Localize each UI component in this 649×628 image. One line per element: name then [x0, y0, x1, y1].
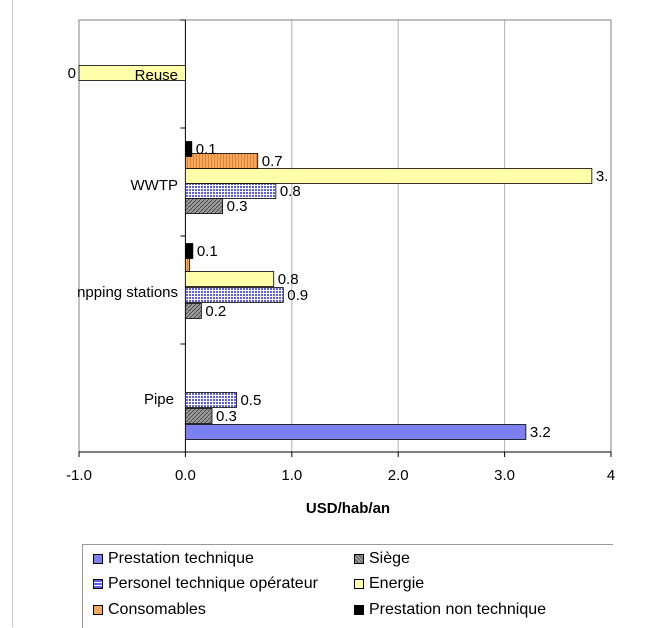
x-tick-label: -1.0 [66, 467, 92, 484]
x-tick-label: 2.0 [388, 467, 409, 484]
category-label: Pipe [144, 391, 174, 408]
gridlines [291, 20, 612, 452]
legend-label: Energie [369, 575, 425, 592]
bar [184, 303, 202, 319]
legend-label: Prestation non technique [369, 601, 547, 618]
bar [184, 198, 224, 214]
data-label: 0 [68, 65, 76, 82]
category-label: WWTP [131, 177, 178, 194]
legend-item: Energie [354, 575, 424, 593]
data-label: 0.1 [196, 141, 217, 158]
data-label: 0.3 [227, 198, 248, 215]
page-border [12, 0, 13, 627]
legend-swatch [354, 554, 364, 564]
x-tick-label: 1.0 [281, 467, 302, 484]
category-label: npping stations [77, 284, 178, 301]
bar [184, 424, 527, 440]
legend-swatch [93, 579, 103, 589]
data-label: 0.3 [216, 408, 237, 425]
data-label: 0.5 [240, 392, 261, 409]
data-label: 0.9 [287, 287, 308, 304]
bar [78, 65, 186, 81]
legend-swatch [354, 605, 364, 615]
bar [184, 287, 284, 303]
bar-chart: 3.20.30.20.30.80.90.503.0.80.70.10.1 Reu… [66, 19, 615, 517]
bar [184, 271, 275, 287]
legend-swatch [93, 554, 103, 564]
legend-swatch [93, 605, 103, 615]
x-tick-label: 4 [607, 467, 615, 484]
bars [78, 65, 593, 440]
legend-swatch [354, 579, 364, 589]
legend-item: Consomables [93, 601, 206, 619]
legend-item: Siège [354, 550, 410, 568]
bar [184, 408, 213, 424]
bar [184, 243, 194, 259]
x-tick-labels: -1.0 0.0 1.0 2.0 3.0 4 [66, 467, 615, 484]
bar [184, 168, 593, 184]
x-axis-title: USD/hab/an [306, 500, 390, 517]
data-label: 0.8 [278, 271, 299, 288]
data-label: 0.8 [280, 183, 301, 200]
legend-label: Personel technique opérateur [108, 575, 318, 592]
legend-label: Siège [369, 550, 410, 567]
bar [184, 153, 259, 169]
category-labels: Reuse WWTP npping stations Pipe [77, 67, 178, 408]
data-label: 0.1 [197, 243, 218, 260]
legend-label: Consomables [108, 601, 206, 618]
legend-item: Personel technique opérateur [93, 575, 318, 593]
x-tick-label: 0.0 [175, 467, 196, 484]
legend-item: Prestation technique [93, 550, 254, 568]
axes [78, 19, 612, 457]
bar [184, 392, 237, 408]
plot-area-border [78, 19, 612, 453]
legend: Prestation technique Siège Personel techni… [82, 544, 613, 628]
data-labels: 3.20.30.20.30.80.90.503.0.80.70.10.1 [68, 65, 609, 441]
data-label: 0.7 [262, 153, 283, 170]
data-label: 0.2 [205, 303, 226, 320]
data-label: 3.2 [530, 424, 551, 441]
bar [184, 183, 277, 199]
bar [184, 141, 193, 157]
x-tick-label: 3.0 [494, 467, 515, 484]
legend-item: Prestation non technique [354, 601, 546, 619]
data-label: 3. [596, 168, 609, 185]
legend-label: Prestation technique [108, 550, 254, 567]
category-label: Reuse [135, 67, 178, 84]
